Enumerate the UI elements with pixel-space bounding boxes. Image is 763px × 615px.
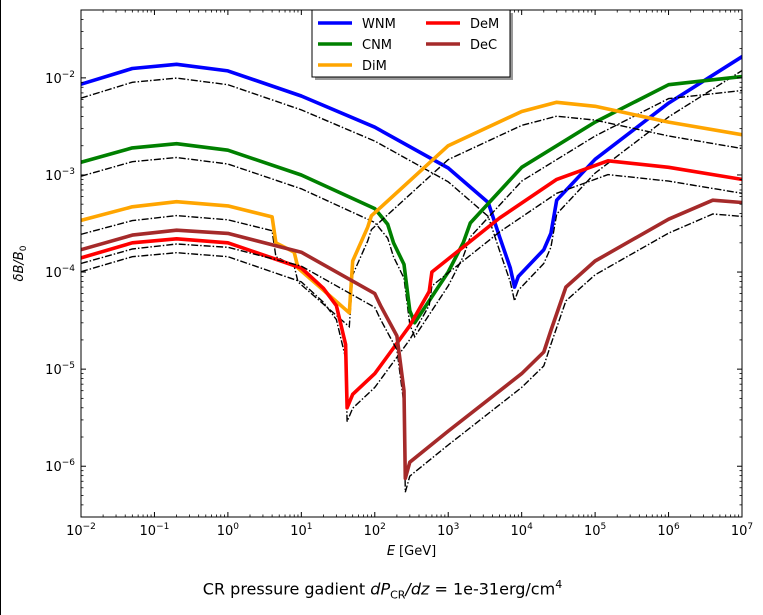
y-axis-label-var: δB/B [12,251,27,281]
x-tick-exp: 0 [233,522,239,532]
x-tick-exp: 6 [674,522,680,532]
series-wnm-reference-line [81,70,742,304]
x-tick-label: 105 [584,522,606,539]
caption-equals: = [429,579,453,599]
caption-var-sub: CR [390,588,406,602]
y-tick-base: 10 [45,266,62,281]
x-tick-exp: −2 [83,522,96,532]
caption-value: 1e-31erg/cm [452,579,556,599]
y-tick-base: 10 [45,460,62,475]
y-axis-label: δB/B0 [12,245,29,281]
x-tick-exp: 3 [454,522,460,532]
x-tick-base: 10 [437,524,454,539]
x-tick-base: 10 [511,524,528,539]
y-tick-base: 10 [45,363,62,378]
y-tick-exp: −3 [62,167,75,177]
x-tick-label: 104 [511,522,534,539]
caption-unit-exp: 4 [555,578,563,591]
legend-label-cnm: CNM [362,38,392,53]
x-tick-label: 107 [731,522,753,539]
x-tick-label: 10−2 [66,522,96,539]
legend-label-dec: DeC [470,38,497,53]
y-tick-label: 10−5 [45,361,75,378]
x-tick-label: 106 [657,522,680,539]
y-tick-exp: −5 [62,361,75,371]
y-axis-label-sub: 0 [19,245,29,251]
y-tick-exp: −6 [62,458,76,468]
x-tick-exp: 7 [747,522,753,532]
series-dec-line [81,198,742,481]
y-tick-exp: −2 [62,70,75,80]
y-tick-base: 10 [45,169,62,184]
y-tick-label: 10−6 [45,458,75,475]
y-tick-label: 10−4 [45,264,75,281]
series-cnm-reference-line [81,89,742,339]
x-tick-exp: 2 [380,522,386,532]
legend-label-dem: DeM [470,17,499,32]
x-tick-base: 10 [140,524,157,539]
y-tick-exp: −4 [62,264,76,274]
y-tick-base: 10 [45,72,62,87]
x-tick-label: 103 [437,522,459,539]
series-dem-reference-line [81,173,742,422]
x-axis-label: E [GeV] [387,544,436,559]
plot-area-frame [80,9,743,518]
x-tick-base: 10 [731,524,748,539]
series-wnm-line [81,54,742,289]
x-tick-base: 10 [584,524,601,539]
x-tick-exp: 1 [307,522,313,532]
y-tick-label: 10−2 [45,70,75,87]
caption-var-dp: dP [370,579,391,599]
x-tick-exp: −1 [156,522,169,532]
x-tick-label: 100 [217,522,240,539]
x-tick-base: 10 [217,524,234,539]
x-tick-label: 102 [364,522,386,539]
x-tick-exp: 5 [601,522,607,532]
series-dem-line [81,159,742,410]
x-tick-label: 10−1 [140,522,170,539]
caption-var-dz: /dz [405,579,430,599]
x-axis-label-unit: [GeV] [399,544,436,559]
series-cnm-line [81,74,742,325]
x-tick-base: 10 [657,524,674,539]
x-tick-base: 10 [364,524,381,539]
caption-prefix: CR pressure gadient [202,579,371,599]
x-tick-base: 10 [66,524,83,539]
figure-caption: CR pressure gadient dPCR/dz = 1e-31erg/c… [1,578,763,602]
y-tick-label: 10−3 [45,167,75,184]
x-tick-base: 10 [290,524,307,539]
x-tick-label: 101 [290,522,312,539]
legend-label-dim: DiM [362,59,387,74]
series-dec-reference-line [81,213,742,493]
series-dim-line [81,100,742,315]
x-axis-label-var: E [387,544,396,559]
legend-label-wnm: WNM [362,17,396,32]
x-tick-exp: 4 [527,522,533,532]
